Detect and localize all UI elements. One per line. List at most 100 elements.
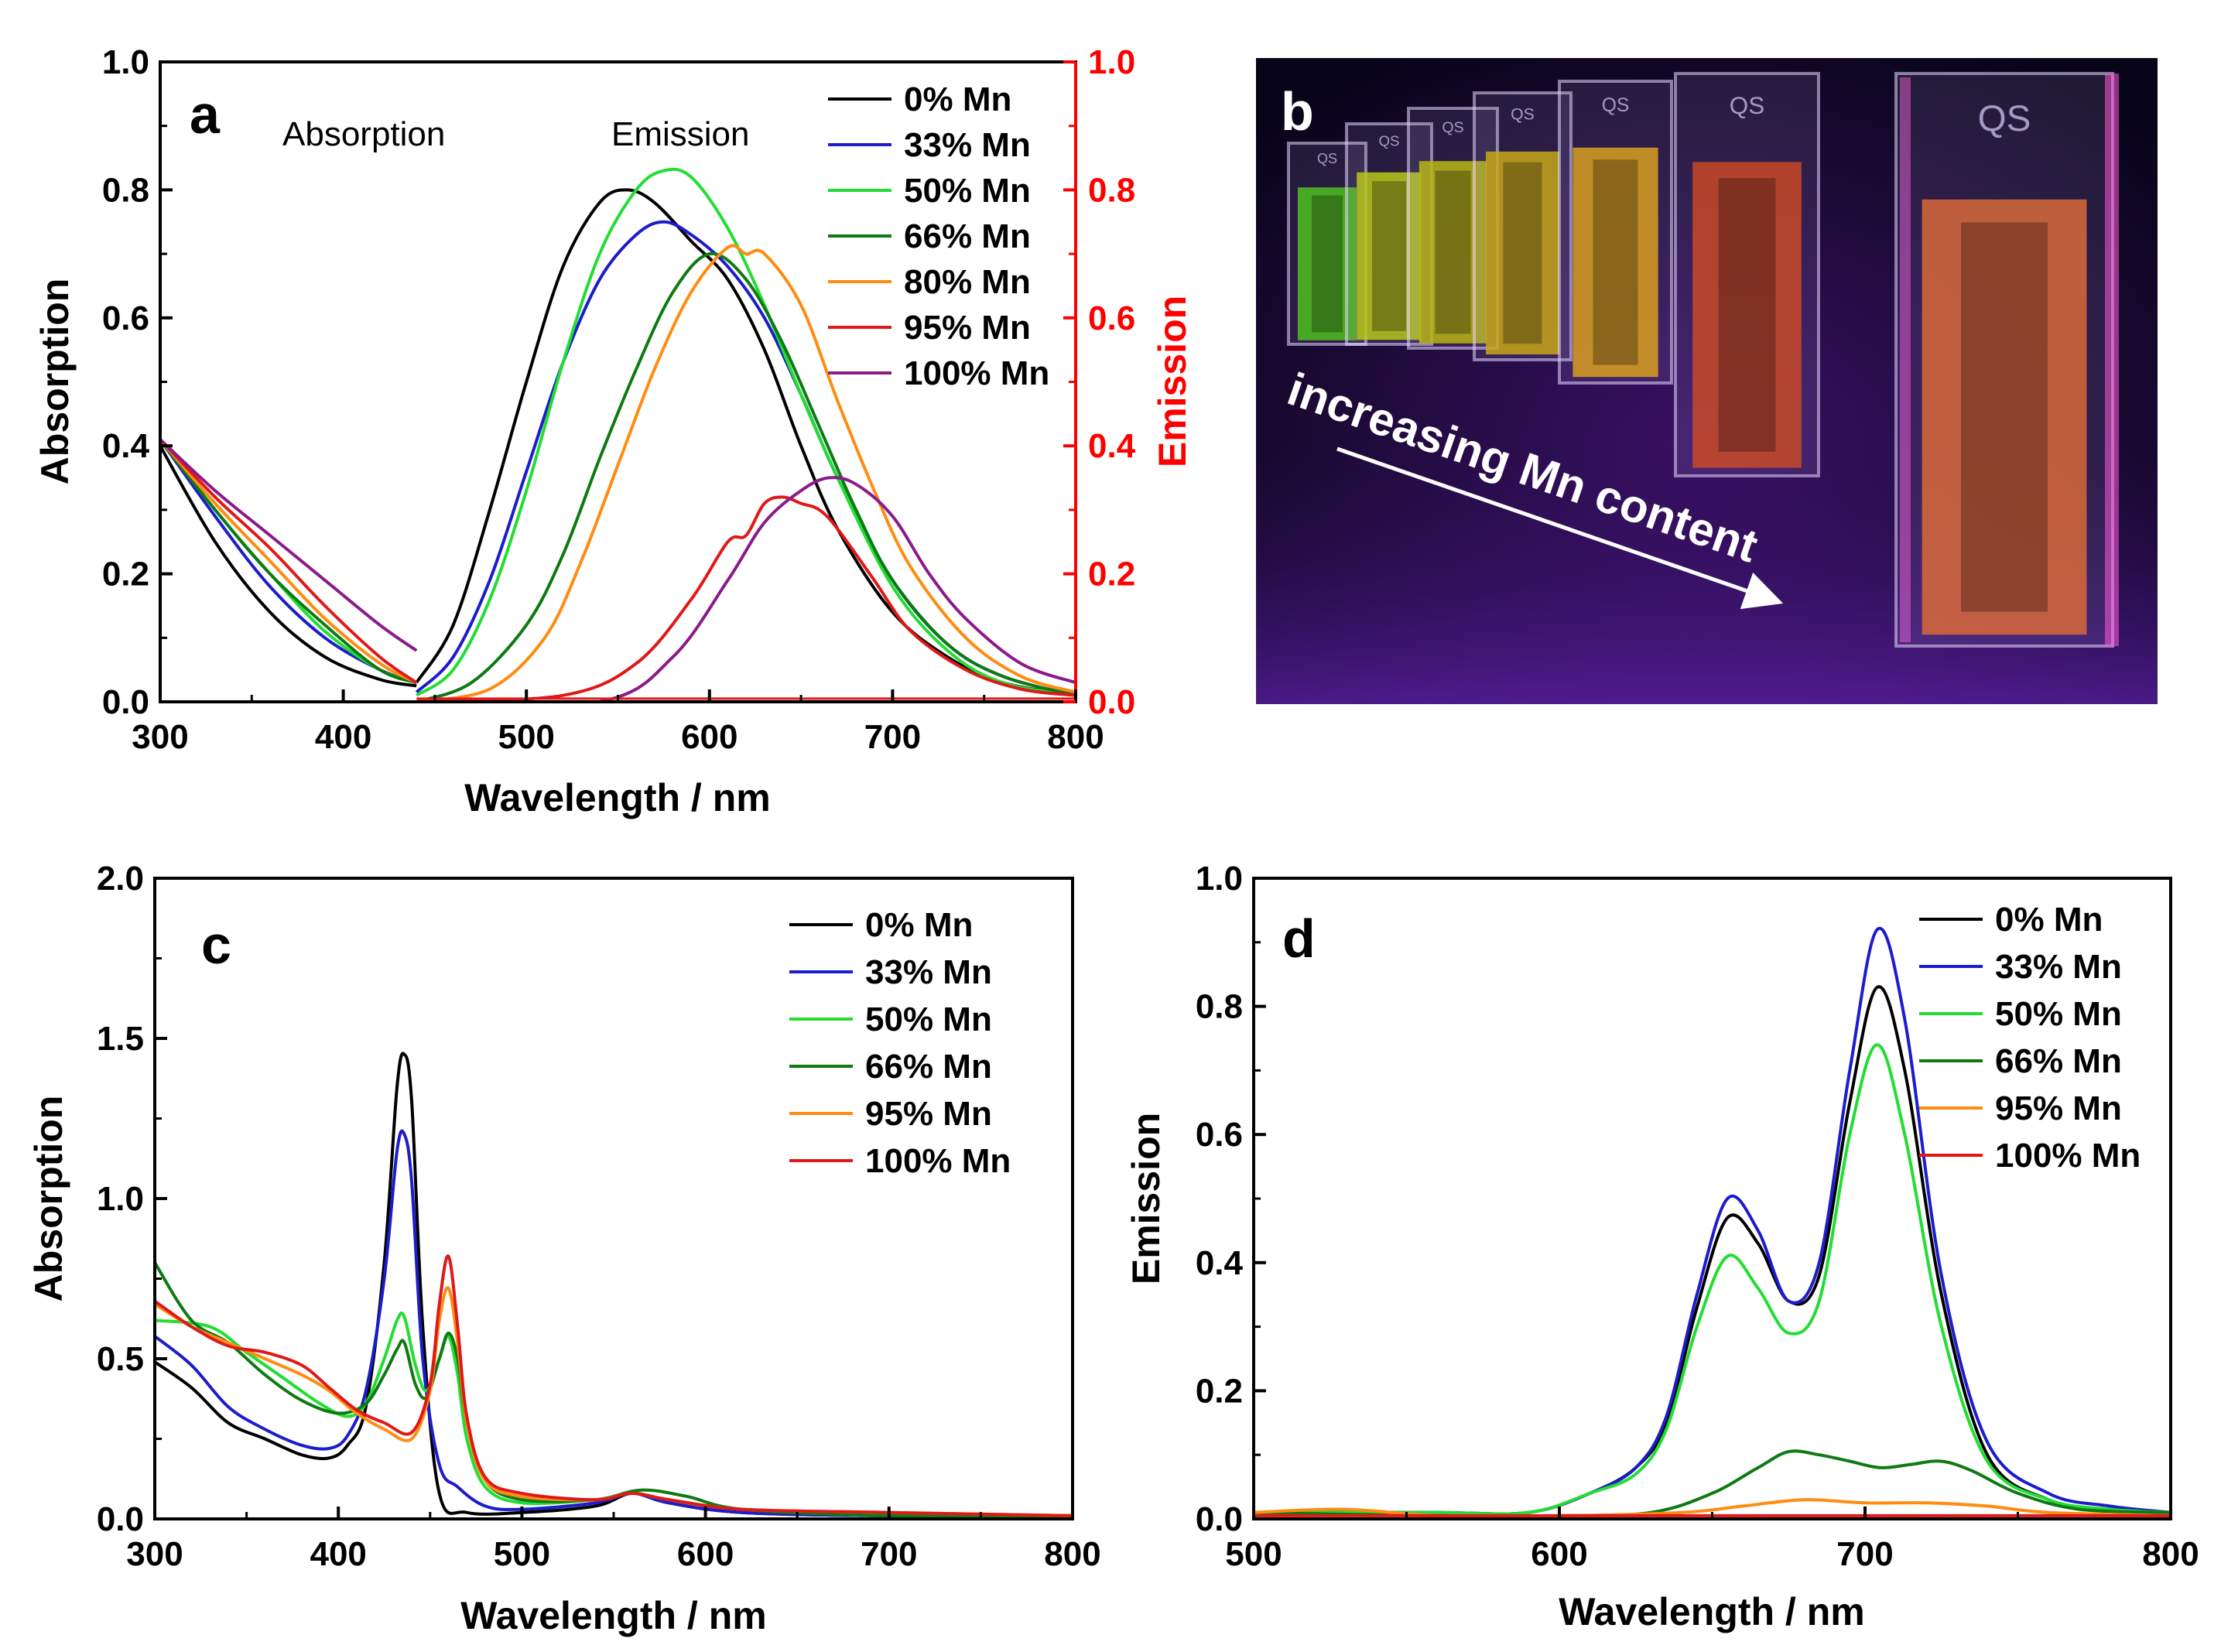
panel-c-label: c — [201, 915, 231, 975]
panel-a-legend-label: 33% Mn — [904, 126, 1031, 164]
cuvette-liquid — [1357, 172, 1422, 340]
panel-c-legend-label: 33% Mn — [865, 953, 992, 991]
panel-a-legend-label: 100% Mn — [904, 354, 1049, 392]
panel-c-x-tick-label: 400 — [310, 1535, 366, 1573]
panel-a-x-tick-label: 800 — [1047, 718, 1104, 756]
absorption-curve-100mn — [155, 1254, 1073, 1517]
cuvette-inner-shade — [1435, 170, 1471, 334]
cuvette-inner-shade — [1718, 178, 1776, 452]
panel-a-x-tick-label: 600 — [681, 718, 737, 756]
cuvette-label: QS — [1602, 95, 1630, 116]
panel-d-ticks: 500 600 700 800 0.0 0.2 0.4 0.6 0.8 1.0 — [1196, 860, 2199, 1573]
panel-d-label: d — [1282, 908, 1316, 969]
panel-c-y-tick-label: 0.5 — [97, 1340, 144, 1378]
panel-a-legend-label: 80% Mn — [904, 263, 1031, 301]
increasing-arrow — [1336, 446, 1784, 610]
panel-d-legend-label: 100% Mn — [1995, 1137, 2141, 1175]
panel-c-ticks: 300 400 500 600 700 800 0.0 0.5 1.0 1.5 2.0 — [97, 860, 1101, 1573]
panel-c-plot-area — [155, 1052, 1073, 1518]
panel-a-plot-area — [160, 167, 1076, 702]
absorption-curve-33mn — [155, 1129, 1073, 1518]
panel-d-legend: 0% Mn 33% Mn 50% Mn 66% Mn 95% Mn 100% Mn — [1919, 901, 2141, 1175]
panel-c-legend-label: 95% Mn — [865, 1095, 992, 1133]
panel-c-x-axis-label: Wavelength / nm — [460, 1594, 766, 1637]
panel-d-y-axis-label: Emission — [1124, 1113, 1168, 1284]
cuvette-liquid — [1572, 147, 1658, 378]
panel-a-x-tick-label: 500 — [498, 718, 554, 756]
panel-d-x-axis-label: Wavelength / nm — [1559, 1590, 1864, 1633]
panel-a-legend-label: 50% Mn — [904, 172, 1031, 210]
panel-d: 500 600 700 800 0.0 0.2 0.4 0.6 0.8 1.0 d Wavelen… — [1124, 860, 2199, 1633]
panel-c-legend-label: 66% Mn — [865, 1048, 992, 1086]
cuvette-label: QS — [1978, 98, 2031, 139]
panel-c-x-tick-label: 600 — [677, 1535, 734, 1573]
panel-d-y-tick-label: 0.0 — [1196, 1500, 1243, 1538]
panel-a-x-axis-label: Wavelength / nm — [464, 776, 770, 819]
panel-c-x-tick-label: 300 — [126, 1535, 183, 1573]
panel-d-x-tick-label: 800 — [2142, 1535, 2199, 1573]
panel-a-y-tick-label: 0.4 — [102, 427, 150, 465]
panel-a-y-tick-label: 1.0 — [102, 43, 149, 81]
panel-d-y-tick-label: 0.4 — [1196, 1244, 1244, 1282]
cuvette-label: QS — [1511, 105, 1535, 124]
panel-a-legend-label: 95% Mn — [904, 309, 1031, 347]
cuvette-inner-shade — [1593, 159, 1638, 365]
cuvette-row: QS QS QS QS QS QS QS — [1287, 72, 2119, 648]
panel-a-right-y-tick-label: 0.0 — [1088, 683, 1135, 721]
emission-curve-50mn — [1254, 1043, 2171, 1516]
panel-d-y-tick-label: 0.2 — [1196, 1372, 1243, 1410]
absorption-curve-80mn — [160, 438, 418, 684]
cuvette-liquid — [1486, 151, 1559, 355]
panel-a-right-y-tick-label: 1.0 — [1088, 43, 1135, 81]
panel-a-right-y-tick-label: 0.8 — [1088, 171, 1135, 209]
emission-curve-95mn — [416, 495, 1076, 702]
panel-a-legend-label: 0% Mn — [904, 80, 1011, 118]
emission-curve-66mn — [416, 251, 1076, 702]
cuvette-label: QS — [1378, 133, 1399, 149]
panel-c-x-tick-label: 700 — [861, 1535, 917, 1573]
panel-a-y-tick-label: 0.2 — [102, 556, 149, 593]
panel-c-y-axis-label: Absorption — [27, 1096, 70, 1302]
emission-curve-80mn — [416, 244, 1076, 702]
panel-d-legend-label: 33% Mn — [1995, 948, 2122, 986]
panel-c-legend-label: 0% Mn — [865, 906, 973, 944]
panel-a-label: a — [190, 84, 221, 145]
absorption-curve-66mn — [155, 1261, 1073, 1518]
absorption-curve-50mn — [155, 1311, 1073, 1518]
panel-d-legend-label: 95% Mn — [1995, 1089, 2122, 1127]
emission-curve-0mn — [415, 188, 1076, 697]
cuvette-label: QS — [1442, 119, 1463, 136]
emission-annotation: Emission — [611, 115, 750, 153]
panel-c-legend-label: 50% Mn — [865, 1000, 992, 1038]
panel-d-legend-label: 0% Mn — [1995, 901, 2103, 939]
panel-a-y-tick-label: 0.6 — [102, 299, 149, 337]
cuvette-inner-shade — [1312, 195, 1343, 333]
panel-a-x-tick-label: 300 — [132, 718, 188, 756]
cuvette-label: QS — [1730, 92, 1764, 119]
panel-a-legend: 0% Mn 33% Mn 50% Mn 66% Mn 80% Mn 95% Mn 100% … — [828, 80, 1049, 392]
cuvette-liquid — [1692, 162, 1802, 468]
cuvette-inner-shade — [1372, 181, 1406, 331]
panel-d-y-tick-label: 0.8 — [1196, 988, 1243, 1026]
panel-a-y-tick-label: 0.0 — [102, 683, 149, 721]
absorption-curve-66mn — [160, 438, 417, 685]
panel-c-x-tick-label: 800 — [1044, 1535, 1100, 1573]
panel-c-y-tick-label: 0.0 — [97, 1500, 144, 1538]
panel-a-right-y-axis-label: Emission — [1151, 296, 1194, 467]
cuvette-inner-shade — [1503, 162, 1542, 344]
cuvette-label: QS — [1317, 151, 1337, 166]
cuvette-liquid — [1922, 199, 2087, 635]
panel-c-y-tick-label: 1.0 — [97, 1180, 144, 1218]
panel-c-y-tick-label: 2.0 — [97, 860, 144, 898]
panel-c: 300 400 500 600 700 800 0.0 0.5 1.0 1.5 2.0 c Wave… — [27, 860, 1101, 1637]
panel-c-y-tick-label: 1.5 — [97, 1020, 144, 1058]
uv-glow-edge — [2105, 74, 2119, 646]
panel-c-x-tick-label: 500 — [494, 1535, 550, 1573]
panel-a-x-tick-label: 700 — [864, 718, 921, 756]
absorption-curve-95mn — [155, 1286, 1073, 1517]
panel-b-label: b — [1281, 81, 1314, 142]
